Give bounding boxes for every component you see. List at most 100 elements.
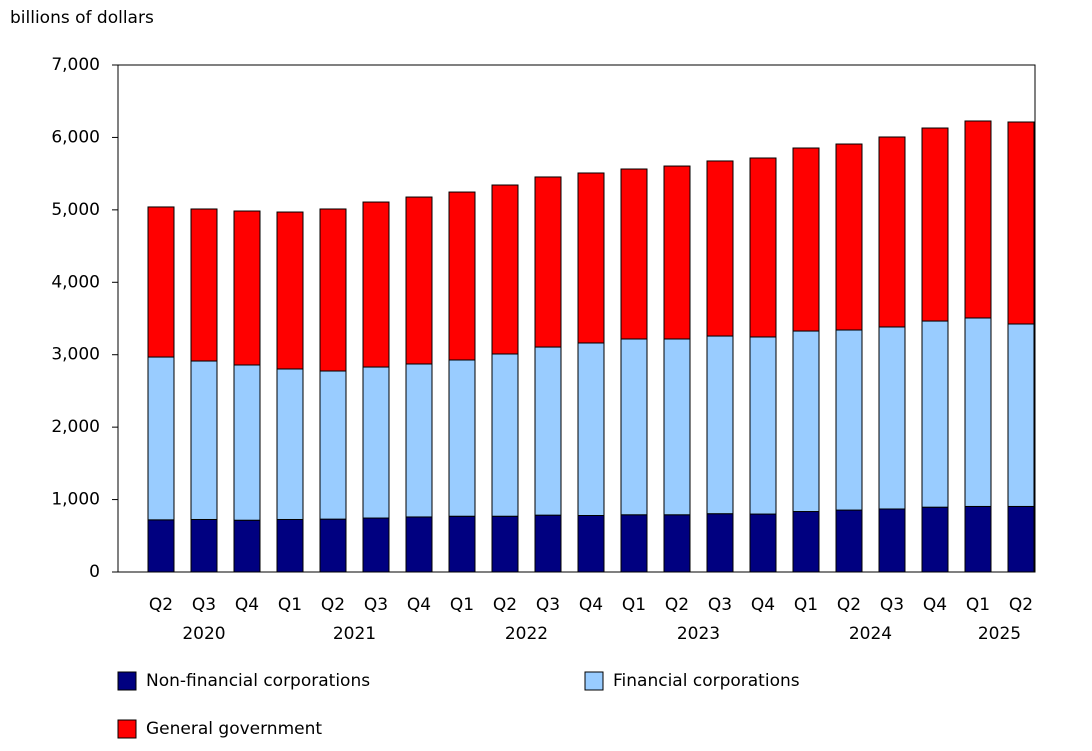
x-tick-label: Q3 <box>880 595 904 615</box>
x-tick-label: Q1 <box>278 595 302 615</box>
legend-label: General government <box>146 719 322 739</box>
y-tick-label: 5,000 <box>51 200 100 220</box>
legend-swatch <box>584 671 604 691</box>
bar-segment <box>190 208 218 362</box>
bar-segment <box>233 364 261 521</box>
bar-segment <box>534 176 562 348</box>
legend-swatch <box>117 719 137 739</box>
bar-segment <box>964 317 992 507</box>
x-tick-label: Q3 <box>536 595 560 615</box>
bar-segment <box>190 360 218 520</box>
bar-segment <box>577 172 605 344</box>
bar-segment <box>276 518 304 573</box>
bar-segment <box>147 206 175 358</box>
bar-segment <box>663 514 691 573</box>
bar-segment <box>491 515 519 573</box>
bar-segment <box>921 127 949 322</box>
x-tick-label: Q2 <box>149 595 173 615</box>
bar-segment <box>706 160 734 337</box>
bar-segment <box>276 211 304 370</box>
bar-segment <box>964 505 992 573</box>
plot-frame <box>117 64 1036 573</box>
bar-segment <box>233 519 261 573</box>
legend-label: Non-financial corporations <box>146 671 370 691</box>
x-tick-label: Q1 <box>966 595 990 615</box>
year-label: 2024 <box>849 624 892 644</box>
bar-segment <box>405 516 433 573</box>
bar-segment <box>577 515 605 573</box>
y-axis-label: billions of dollars <box>10 8 154 28</box>
bar-segment <box>276 368 304 520</box>
bar-segment <box>577 342 605 517</box>
bar-segment <box>706 513 734 573</box>
bar-segment <box>749 336 777 515</box>
bar-segment <box>534 514 562 573</box>
bar-segment <box>749 513 777 573</box>
bar-segment <box>835 329 863 511</box>
bar-segment <box>1007 121 1035 325</box>
x-tick-label: Q4 <box>407 595 431 615</box>
x-tick-label: Q3 <box>364 595 388 615</box>
bar-segment <box>878 136 906 328</box>
bar-segment <box>749 157 777 338</box>
x-tick-label: Q2 <box>665 595 689 615</box>
bar-segment <box>792 330 820 513</box>
bar-segment <box>878 508 906 573</box>
y-tick-label: 7,000 <box>51 55 100 75</box>
bar-segment <box>362 517 390 573</box>
bar-segment <box>362 201 390 368</box>
x-tick-label: Q1 <box>450 595 474 615</box>
bar-segment <box>491 353 519 517</box>
x-tick-label: Q4 <box>579 595 603 615</box>
x-tick-label: Q3 <box>708 595 732 615</box>
x-tick-label: Q3 <box>192 595 216 615</box>
bar-segment <box>921 320 949 508</box>
x-tick-label: Q2 <box>493 595 517 615</box>
bar-segment <box>620 168 648 340</box>
x-tick-label: Q4 <box>235 595 259 615</box>
bar-segment <box>405 196 433 365</box>
bar-segment <box>319 208 347 372</box>
bar-segment <box>878 326 906 510</box>
bar-segment <box>233 210 261 366</box>
y-tick-label: 0 <box>89 562 100 582</box>
y-tick-label: 1,000 <box>51 490 100 510</box>
y-tick-label: 2,000 <box>51 417 100 437</box>
bar-segment <box>706 335 734 515</box>
bar-segment <box>448 359 476 517</box>
bar-segment <box>921 506 949 573</box>
bar-segment <box>792 511 820 573</box>
legend-label: Financial corporations <box>613 671 800 691</box>
bar-segment <box>663 165 691 340</box>
bar-segment <box>319 370 347 520</box>
bar-segment <box>147 356 175 521</box>
x-tick-label: Q2 <box>1009 595 1033 615</box>
year-label: 2020 <box>182 624 225 644</box>
y-tick-label: 3,000 <box>51 345 100 365</box>
bar-segment <box>792 147 820 332</box>
bar-segment <box>534 346 562 516</box>
legend-swatch <box>117 671 137 691</box>
bar-segment <box>147 519 175 573</box>
bar-segment <box>835 143 863 331</box>
x-tick-label: Q4 <box>751 595 775 615</box>
bar-segment <box>190 518 218 573</box>
year-label: 2025 <box>978 624 1021 644</box>
bar-segment <box>835 509 863 573</box>
bar-segment <box>620 338 648 516</box>
bar-segment <box>1007 323 1035 507</box>
bar-segment <box>964 120 992 319</box>
bar-segment <box>405 363 433 518</box>
x-tick-label: Q1 <box>794 595 818 615</box>
bar-segment <box>1007 505 1035 573</box>
year-label: 2021 <box>333 624 376 644</box>
bar-segment <box>319 518 347 573</box>
year-label: 2022 <box>505 624 548 644</box>
bar-segment <box>448 191 476 361</box>
bar-segment <box>448 515 476 573</box>
x-tick-label: Q4 <box>923 595 947 615</box>
x-tick-label: Q1 <box>622 595 646 615</box>
year-label: 2023 <box>677 624 720 644</box>
bar-segment <box>362 366 390 519</box>
bar-segment <box>663 338 691 516</box>
